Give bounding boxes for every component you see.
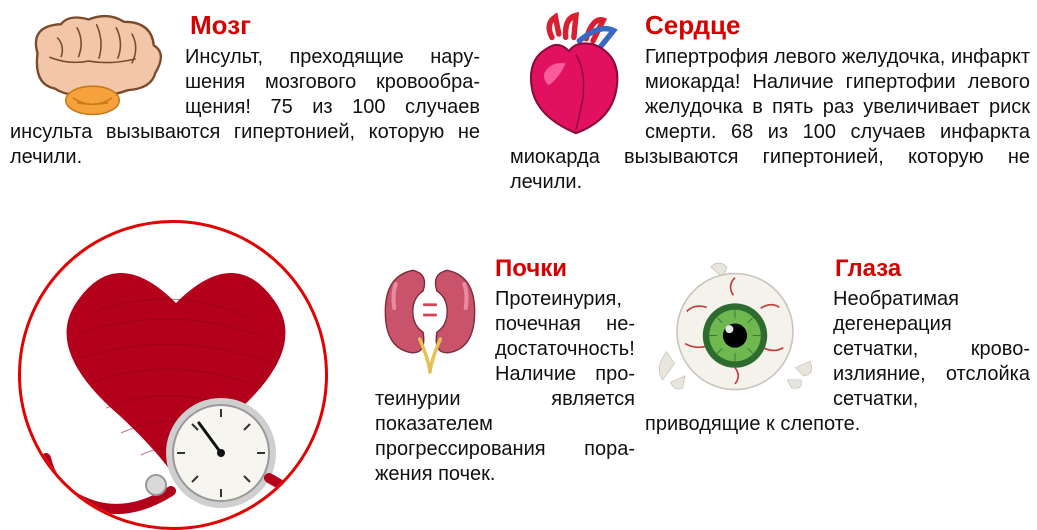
kidneys-title: Почки — [495, 255, 635, 283]
kidneys-icon — [375, 255, 485, 375]
section-kidneys: Почки Протеинурия, почечная не­достаточн… — [375, 255, 635, 487]
section-heart: Сердце Гипертрофия левого желудочка, инф… — [510, 10, 1030, 195]
section-brain: Мозг Инсульт, преходящие нару­шения мозг… — [10, 10, 480, 170]
brain-title: Мозг — [190, 10, 480, 41]
bp-monitor-icon — [21, 223, 328, 530]
bp-circle-image — [18, 220, 328, 530]
section-eyes: Глаза Необратимая дегенерация сетчатки, … — [645, 255, 1030, 437]
eye-icon — [645, 255, 825, 400]
heart-icon — [510, 10, 635, 140]
eyes-title: Глаза — [835, 255, 1030, 283]
heart-title: Сердце — [640, 10, 1030, 41]
brain-icon — [10, 10, 175, 120]
